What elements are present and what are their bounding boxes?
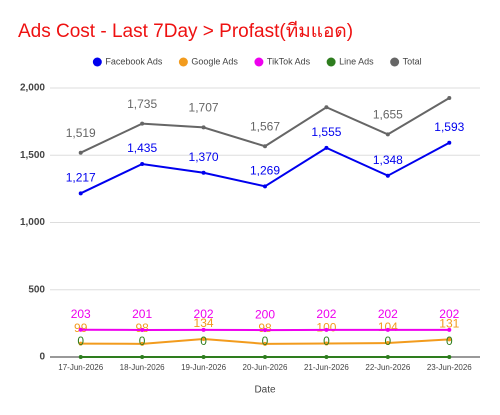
data-point [385,341,390,346]
legend-label: Google Ads [191,56,238,66]
data-point [201,170,206,175]
data-point [385,173,390,178]
legend-marker [254,57,264,67]
data-point [324,341,329,346]
data-label: 1,435 [127,141,157,155]
data-point [263,355,267,359]
legend-marker [92,57,102,67]
data-point [140,161,145,166]
y-tick-label: 1,500 [20,150,45,161]
data-label: 202 [439,307,459,321]
data-label: 202 [194,307,214,321]
data-point [263,144,267,149]
data-point [140,341,145,346]
data-point [263,184,267,189]
legend-marker [326,57,336,67]
data-point [385,132,390,137]
legend-label: TikTok Ads [267,56,311,66]
legend-marker [178,57,188,67]
data-point [201,336,206,341]
y-tick-label: 2,000 [20,83,45,94]
data-label: 1,370 [189,150,219,164]
data-point [78,191,83,196]
data-label: 0 [262,334,269,348]
data-label: 131 [439,317,459,331]
data-label: 1,593 [434,120,464,134]
x-tick-label: 21-Jun-2026 [304,363,349,372]
data-point [140,355,145,359]
legend-marker [390,57,400,67]
data-label: 1,555 [311,125,341,139]
legend-label: Line Ads [339,56,374,66]
x-tick-label: 19-Jun-2026 [181,363,226,372]
data-point [324,145,329,150]
data-label: 200 [255,307,275,321]
data-label: 1,567 [250,119,280,133]
data-label: 0 [77,334,84,348]
data-point [447,337,452,342]
y-tick-label: 1,000 [20,217,45,228]
data-label: 1,519 [66,126,96,140]
data-label: 1,707 [189,101,219,115]
data-label: 0 [385,334,392,348]
data-point [201,355,206,359]
data-label: 134 [194,316,214,330]
data-label: 201 [132,307,152,321]
data-point [78,355,83,359]
x-tick-label: 22-Jun-2026 [365,363,410,372]
data-label: 202 [316,307,336,321]
data-label: 1,217 [66,170,96,184]
x-tick-label: 17-Jun-2026 [58,363,103,372]
data-label: 203 [71,307,91,321]
data-point [324,327,329,332]
data-point [447,355,452,359]
data-point [140,121,145,126]
data-label: 0 [446,334,453,348]
legend-label: Total [403,56,422,66]
data-label: 100 [316,321,336,335]
data-label: 0 [323,334,330,348]
x-tick-label: 20-Jun-2026 [243,363,288,372]
data-label: 0 [200,334,207,348]
data-point [78,327,83,332]
data-label: 1,735 [127,97,157,111]
data-point [263,341,267,346]
data-point [385,355,390,359]
data-point [263,328,267,333]
data-point [201,327,206,332]
y-tick-label: 0 [39,352,45,363]
y-tick-label: 500 [28,284,45,295]
data-point [78,341,83,346]
data-point [447,327,452,332]
data-label: 104 [378,320,398,334]
data-label: 1,348 [373,153,403,167]
data-point [201,125,206,130]
data-point [385,327,390,332]
data-point [447,140,452,145]
data-label: 202 [378,307,398,321]
data-label: 0 [139,334,146,348]
data-point [324,105,329,110]
legend-label: Facebook Ads [105,56,163,66]
data-label: 1,269 [250,163,280,177]
chart-title: Ads Cost - Last 7Day > Profast(ทีมแอด) [18,20,353,42]
data-point [78,150,83,155]
data-label: 98 [258,321,272,335]
data-label: 1,655 [373,108,403,122]
data-point [447,95,452,100]
x-tick-label: 18-Jun-2026 [120,363,165,372]
x-axis-label: Date [254,385,276,396]
data-point [140,327,145,332]
data-point [324,355,329,359]
x-tick-label: 23-Jun-2026 [427,363,472,372]
